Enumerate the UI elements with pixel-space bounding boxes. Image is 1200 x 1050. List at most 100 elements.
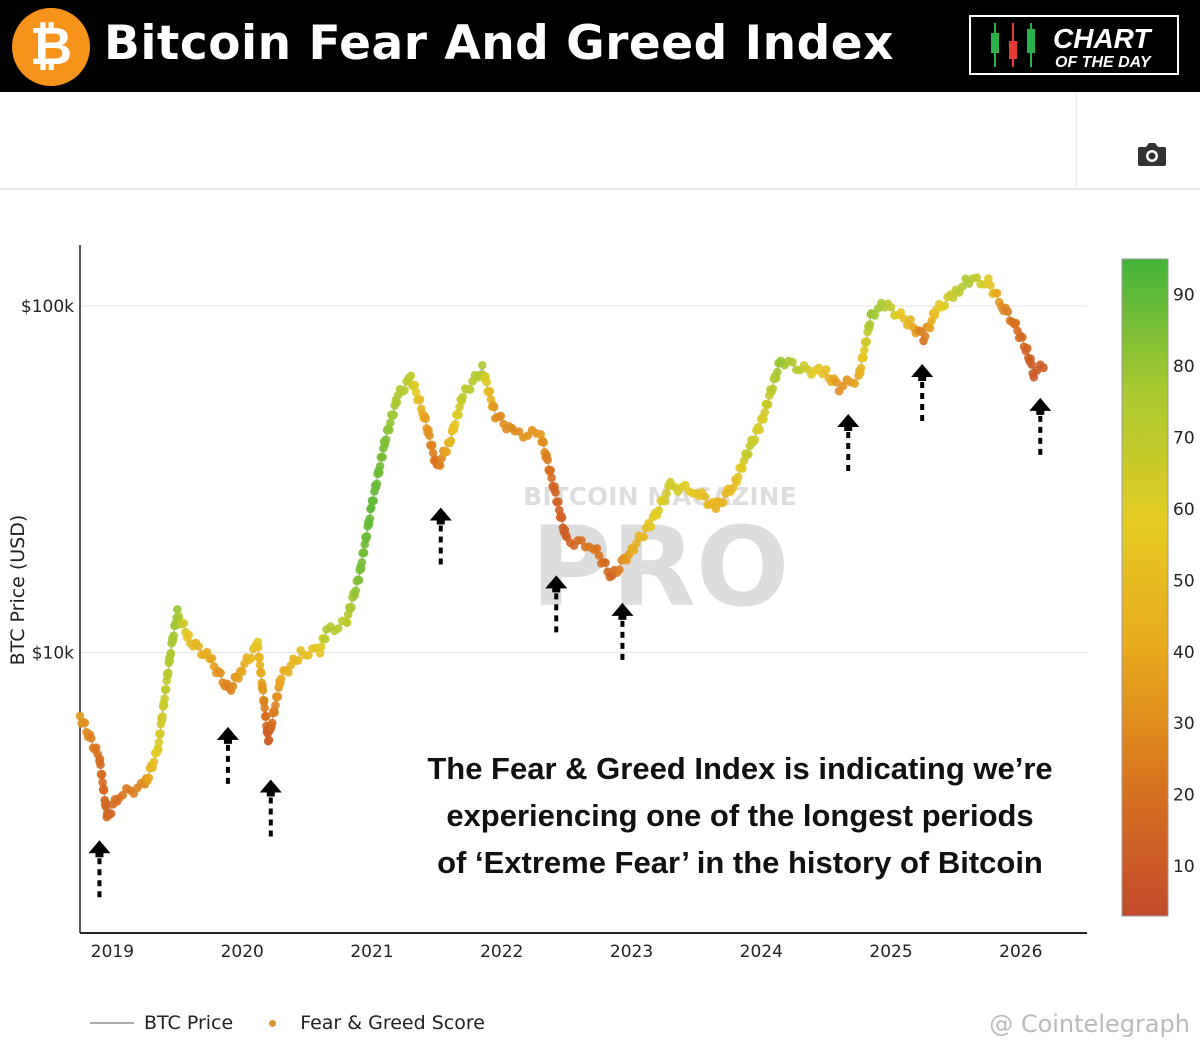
legend-fear-greed-score[interactable]: Fear & Greed Score <box>300 1012 485 1034</box>
fear-greed-point <box>96 760 105 770</box>
x-tick-label: 2020 <box>221 942 264 962</box>
fear-greed-point <box>357 558 367 567</box>
fear-greed-point <box>768 384 778 393</box>
fear-greed-point <box>788 357 797 367</box>
x-tick-label: 2026 <box>999 942 1042 962</box>
y-tick-label: $10k <box>32 643 74 663</box>
fear-greed-point <box>264 735 274 745</box>
bitcoin-logo-icon: ₿ <box>12 8 90 86</box>
arrow-head <box>911 364 934 382</box>
fear-greed-point <box>392 398 402 407</box>
fear-greed-point <box>660 496 669 506</box>
fear-greed-point <box>381 435 391 444</box>
fear-greed-point <box>216 668 225 678</box>
fear-greed-point <box>435 461 445 470</box>
fear-greed-point <box>149 757 159 767</box>
fear-greed-point <box>1011 318 1021 328</box>
fear-greed-point <box>207 653 217 663</box>
fear-greed-point <box>744 450 753 459</box>
fear-greed-point <box>984 274 993 283</box>
fear-greed-point <box>489 402 499 412</box>
arrow-head <box>611 602 634 620</box>
fear-greed-point <box>415 395 425 404</box>
fear-greed-point <box>601 558 610 567</box>
fear-greed-point <box>547 473 556 483</box>
camera-icon[interactable] <box>1137 142 1167 168</box>
y-axis-label: BTC Price (USD) <box>7 515 29 666</box>
fear-greed-point <box>654 506 664 515</box>
arrow-head <box>545 575 568 593</box>
fear-greed-point <box>369 496 378 505</box>
x-tick-label: 2022 <box>480 942 523 962</box>
fear-greed-point <box>428 448 438 458</box>
x-tick-label: 2025 <box>869 942 912 962</box>
fear-greed-point <box>639 532 648 542</box>
fear-greed-point <box>169 631 179 640</box>
fear-greed-point <box>333 624 343 633</box>
fear-greed-point <box>234 674 243 683</box>
annotation-line-2: experiencing one of the longest periods <box>446 798 1034 833</box>
fear-greed-point <box>862 337 872 346</box>
watermark-text-pro: PRO <box>531 503 790 631</box>
watermark: BITCOIN MAGAZINE PRO <box>523 482 796 631</box>
fear-greed-point <box>273 692 283 701</box>
legend: BTC Price Fear & Greed Score <box>90 1012 485 1034</box>
annotation-line-3: of ‘Extreme Fear’ in the history of Bitc… <box>437 845 1043 880</box>
legend-btc-price[interactable]: BTC Price <box>144 1012 234 1034</box>
fear-greed-point <box>154 737 164 747</box>
fear-greed-point <box>543 455 552 465</box>
fear-greed-point <box>680 480 690 490</box>
fear-greed-point <box>454 410 463 420</box>
fear-greed-point <box>733 472 743 482</box>
fear-greed-point <box>925 323 935 333</box>
legend-line-swatch <box>90 1022 134 1024</box>
fear-greed-point <box>166 648 176 658</box>
fear-greed-point <box>375 461 385 471</box>
fear-greed-point <box>184 630 193 640</box>
fear-greed-point <box>320 634 330 644</box>
fear-greed-point <box>267 718 277 728</box>
fear-greed-point <box>156 729 165 738</box>
colorbar-tick-label: 30 <box>1173 714 1195 734</box>
fear-greed-point <box>539 438 548 447</box>
fear-greed-point <box>1003 307 1013 316</box>
fear-greed-point <box>365 514 375 523</box>
fear-greed-point <box>773 367 782 377</box>
fear-greed-point <box>750 435 760 445</box>
fear-greed-point <box>425 431 434 440</box>
chart: BITCOIN MAGAZINE PRO BTC Price (USD) $10… <box>7 245 1195 962</box>
fear-greed-point <box>850 379 860 388</box>
x-tick-label: 2023 <box>610 942 653 962</box>
fear-greed-point <box>496 411 506 421</box>
fear-greed-point <box>972 273 981 282</box>
fear-greed-point <box>646 522 656 532</box>
fear-greed-point <box>700 492 710 501</box>
fear-greed-point <box>194 642 203 651</box>
fear-greed-point <box>557 513 567 523</box>
fear-greed-point <box>261 712 271 721</box>
fear-greed-point <box>158 712 167 721</box>
fear-greed-point <box>366 503 376 513</box>
fear-greed-point <box>411 388 421 397</box>
fear-greed-point <box>173 605 182 614</box>
fear-greed-point <box>246 653 256 663</box>
legend-dot-swatch <box>269 1019 277 1027</box>
fear-greed-point <box>384 425 394 435</box>
fear-greed-point <box>553 497 563 506</box>
fear-greed-point <box>253 642 263 652</box>
fear-greed-point <box>718 498 728 507</box>
fear-greed-point <box>940 301 950 311</box>
chart-toolbar <box>0 92 1200 190</box>
x-tick-label: 2019 <box>91 942 134 962</box>
fear-greed-point <box>906 315 915 324</box>
fear-greed-point <box>317 642 326 651</box>
fear-greed-point <box>359 548 369 558</box>
fear-greed-point <box>662 489 671 498</box>
fear-greed-point <box>859 345 869 355</box>
fear-greed-point <box>832 377 841 387</box>
fear-greed-point <box>1018 333 1027 342</box>
fear-greed-point <box>450 419 460 429</box>
fear-greed-point <box>315 648 325 658</box>
fear-greed-point <box>629 546 639 555</box>
fear-greed-point <box>870 311 880 320</box>
